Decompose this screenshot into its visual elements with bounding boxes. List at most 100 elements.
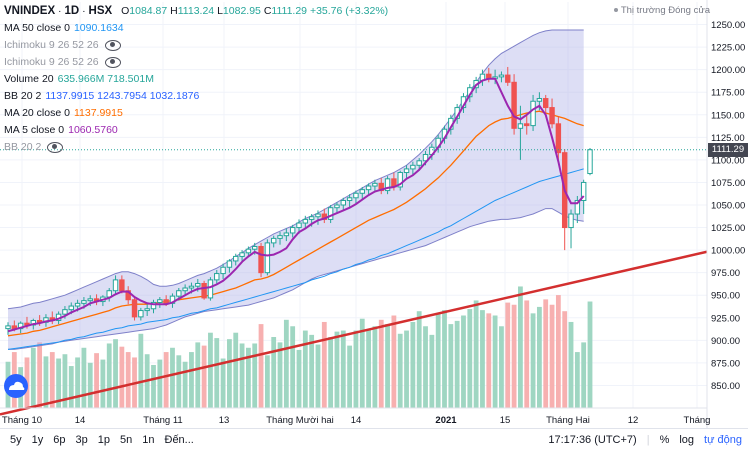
candle-body[interactable] <box>119 279 125 292</box>
price-tick-label: 1125.00 <box>711 133 745 144</box>
legend-row[interactable]: Volume 20 635.966M 718.501M <box>4 71 388 88</box>
candle-body[interactable] <box>207 279 214 299</box>
candle-body[interactable] <box>270 237 277 244</box>
candle-body[interactable] <box>277 235 283 239</box>
candle-body[interactable] <box>239 252 245 257</box>
auto-toggle[interactable]: tự động <box>704 434 742 446</box>
candle-body[interactable] <box>524 123 530 127</box>
candle-body[interactable] <box>220 266 226 275</box>
candle-body[interactable] <box>549 107 555 125</box>
candle-body[interactable] <box>150 301 157 310</box>
candle-body[interactable] <box>505 74 511 83</box>
candle-body[interactable] <box>131 299 138 318</box>
timeframe-button[interactable]: 3p <box>75 434 88 446</box>
volume-bar <box>163 352 169 408</box>
legend-row[interactable]: MA 20 close 0 1137.9915 <box>4 105 388 122</box>
candle-body[interactable] <box>555 123 562 154</box>
candle-body[interactable] <box>384 178 391 192</box>
candle-body[interactable] <box>353 192 359 199</box>
timeframe-button[interactable]: Đến... <box>164 434 194 446</box>
candle-body[interactable] <box>252 246 258 250</box>
timeframe-button[interactable]: 1y <box>31 434 44 446</box>
candle-body[interactable] <box>511 81 517 129</box>
timeframe-button[interactable]: 5y <box>10 434 22 446</box>
volume-bar <box>574 352 580 408</box>
candle-body[interactable] <box>245 248 252 254</box>
candle-body[interactable] <box>574 199 581 215</box>
candle-body[interactable] <box>182 287 188 292</box>
candle-body[interactable] <box>138 310 144 318</box>
candle-body[interactable] <box>112 279 119 292</box>
candle-body[interactable] <box>176 290 182 297</box>
candle-body[interactable] <box>87 298 93 302</box>
clock[interactable]: 17:17:36 (UTC+7) <box>548 434 637 446</box>
legend-row[interactable]: BB 20 2 <box>4 139 388 156</box>
interval[interactable]: 1D <box>64 5 80 17</box>
candle-body[interactable] <box>195 282 201 287</box>
legend-row[interactable]: Ichimoku 9 26 52 26 <box>4 54 388 71</box>
candle-body[interactable] <box>308 216 315 220</box>
candle-body[interactable] <box>587 149 593 175</box>
legend-row[interactable]: BB 20 2 1137.9915 1243.7954 1032.1876 <box>4 88 388 105</box>
hidden-eye-icon[interactable] <box>104 39 121 51</box>
price-tick-label: 1050.00 <box>711 201 745 212</box>
candle-body[interactable] <box>226 260 233 268</box>
legend-row[interactable]: Ichimoku 9 26 52 26 <box>4 37 388 54</box>
bollinger-lower-line <box>8 208 584 350</box>
chart-canvas[interactable]: 850.00 875.00 900.00 925.00 950.00 975.00 1000… <box>0 0 748 428</box>
candle-body[interactable] <box>327 207 334 220</box>
candle-body[interactable] <box>188 285 195 289</box>
candle-body[interactable] <box>340 199 346 206</box>
candle-body[interactable] <box>359 189 365 194</box>
candle-body[interactable] <box>258 246 264 274</box>
log-toggle[interactable]: log <box>679 434 695 446</box>
legend-row[interactable]: MA 50 close 0 1090.1634 <box>4 20 388 37</box>
hidden-eye-icon[interactable] <box>104 56 121 68</box>
candle-body[interactable] <box>283 232 290 237</box>
candle-body[interactable] <box>397 172 403 188</box>
candle-body[interactable] <box>68 305 74 311</box>
candle-body[interactable] <box>416 160 422 166</box>
candle-body[interactable] <box>410 164 416 170</box>
candle-body[interactable] <box>568 213 574 229</box>
candle-body[interactable] <box>580 181 587 201</box>
candle-body[interactable] <box>296 222 302 229</box>
candle-body[interactable] <box>543 98 549 109</box>
candle-body[interactable] <box>289 227 296 234</box>
trendline[interactable] <box>0 250 708 416</box>
timeframe-button[interactable]: 1p <box>97 434 110 446</box>
candle-body[interactable] <box>233 255 239 262</box>
candle-body[interactable] <box>157 299 163 303</box>
candle-body[interactable] <box>315 213 321 218</box>
hidden-eye-icon[interactable] <box>47 141 64 153</box>
candle-body[interactable] <box>403 168 410 174</box>
candle-body[interactable] <box>201 282 207 299</box>
candle-body[interactable] <box>498 74 505 78</box>
percent-toggle[interactable]: % <box>659 434 670 446</box>
candle-body[interactable] <box>81 300 87 304</box>
candle-body[interactable] <box>346 197 353 201</box>
volume-bar <box>340 330 346 408</box>
candle-body[interactable] <box>536 98 543 102</box>
candle-body[interactable] <box>530 100 536 127</box>
timeframe-button[interactable]: 6p <box>53 434 66 446</box>
legend-row[interactable]: MA 5 close 0 1060.5760 <box>4 122 388 139</box>
candle-body[interactable] <box>422 153 429 162</box>
candle-body[interactable] <box>74 302 81 307</box>
candle-body[interactable] <box>214 273 220 281</box>
candle-body[interactable] <box>264 242 271 274</box>
candle-body[interactable] <box>62 309 68 315</box>
price-tick-label: 875.00 <box>711 358 740 369</box>
volume-bar <box>75 357 80 408</box>
candle-body[interactable] <box>302 218 309 224</box>
timeframe-button[interactable]: 5n <box>120 434 133 446</box>
candle-body[interactable] <box>334 204 340 209</box>
symbol-name[interactable]: VNINDEX <box>4 5 56 17</box>
candle-body[interactable] <box>144 308 150 312</box>
timeframe-button[interactable]: 1n <box>142 434 155 446</box>
candle-body[interactable] <box>365 185 372 191</box>
tradingview-logo-icon[interactable] <box>4 374 28 398</box>
candle-body[interactable] <box>372 182 378 187</box>
candle-body[interactable] <box>5 325 11 330</box>
candle-body[interactable] <box>517 123 524 129</box>
